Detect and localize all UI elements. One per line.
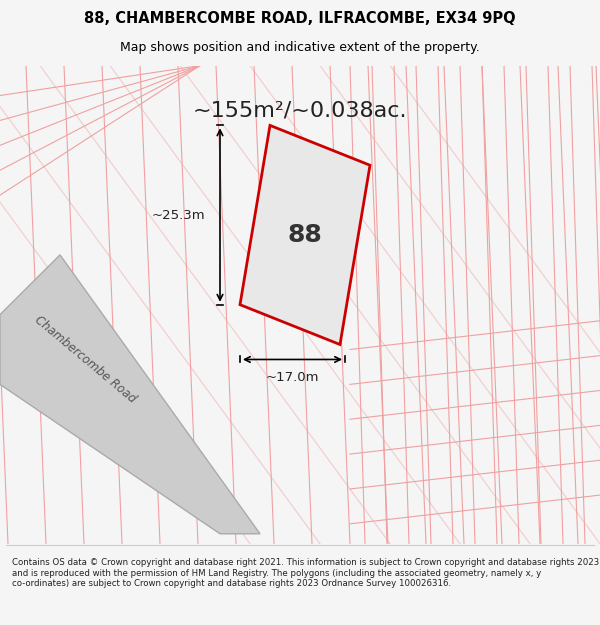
Polygon shape xyxy=(240,126,370,344)
Text: Chambercombe Road: Chambercombe Road xyxy=(32,313,138,406)
Text: ~25.3m: ~25.3m xyxy=(151,209,205,221)
Text: Contains OS data © Crown copyright and database right 2021. This information is : Contains OS data © Crown copyright and d… xyxy=(12,558,599,588)
Text: 88, CHAMBERCOMBE ROAD, ILFRACOMBE, EX34 9PQ: 88, CHAMBERCOMBE ROAD, ILFRACOMBE, EX34 … xyxy=(84,11,516,26)
Polygon shape xyxy=(0,255,260,534)
Text: Map shows position and indicative extent of the property.: Map shows position and indicative extent… xyxy=(120,41,480,54)
Text: ~155m²/~0.038ac.: ~155m²/~0.038ac. xyxy=(193,101,407,121)
Text: 88: 88 xyxy=(287,223,322,247)
Text: ~17.0m: ~17.0m xyxy=(265,371,319,384)
